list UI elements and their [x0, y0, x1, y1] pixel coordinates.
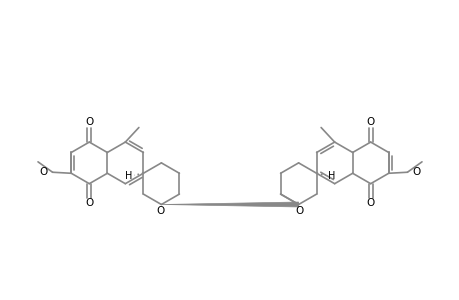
Text: O: O [366, 199, 374, 208]
Text: O: O [156, 206, 164, 216]
Text: O: O [411, 167, 419, 177]
Text: O: O [40, 167, 48, 177]
Text: H: H [327, 171, 335, 181]
Text: H: H [124, 171, 132, 181]
Text: O: O [85, 199, 93, 208]
Text: O: O [85, 117, 93, 127]
Polygon shape [161, 202, 298, 207]
Text: O: O [366, 117, 374, 127]
Text: O: O [295, 206, 303, 216]
